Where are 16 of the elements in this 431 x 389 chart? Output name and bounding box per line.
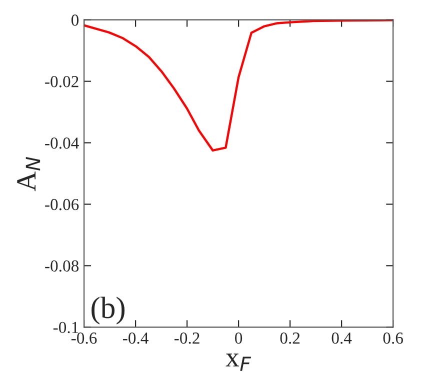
annotation: (b) (92, 296, 125, 324)
x-tick-label: -0.4 (122, 332, 148, 344)
x-tick-label: 0.6 (383, 332, 403, 344)
y-tick-label: -0.1 (53, 322, 78, 334)
x-axis-title: x$_{F}$ (226, 354, 252, 371)
y-axis-title: A$_{N}$ (17, 157, 40, 192)
y-tick-label: -0.06 (45, 198, 79, 210)
y-tick-label: -0.02 (45, 76, 78, 88)
x-tick-label: 0.2 (280, 332, 300, 344)
x-tick-label: -0.6 (71, 332, 97, 344)
x-tick-label: 0 (235, 332, 242, 344)
y-tick-label: -0.08 (45, 260, 79, 272)
y-tick-label: -0.04 (45, 137, 79, 149)
x-tick-label: -0.2 (174, 332, 200, 344)
x-tick-label: 0.4 (332, 332, 352, 344)
y-tick-label: 0 (71, 14, 79, 26)
